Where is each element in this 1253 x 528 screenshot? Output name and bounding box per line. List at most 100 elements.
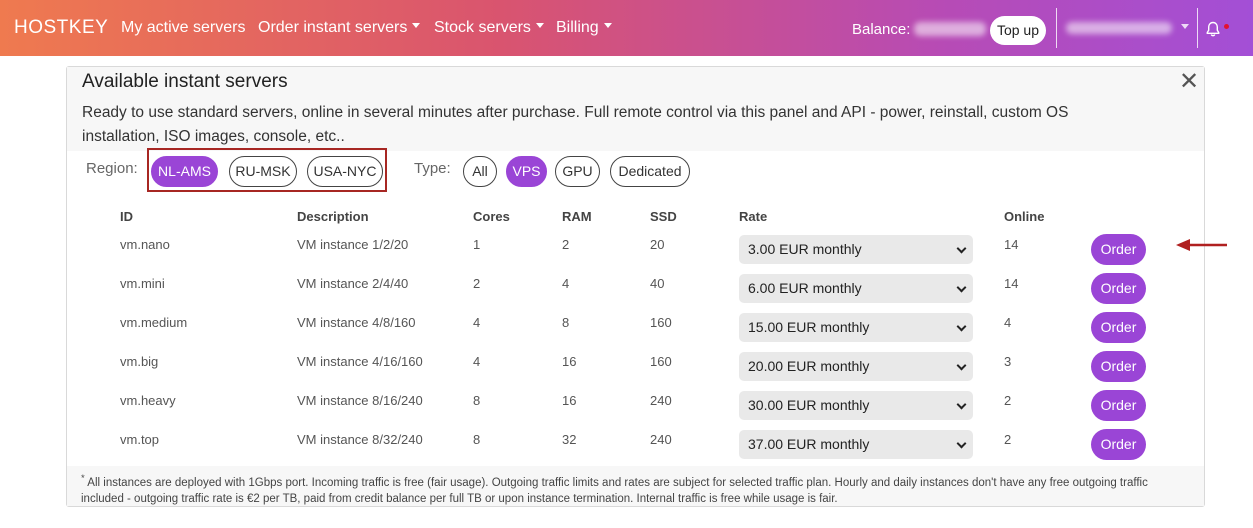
nav-item-label: Stock servers: [434, 19, 531, 36]
nav-billing[interactable]: Billing: [556, 19, 612, 37]
cell-id: vm.mini: [120, 276, 165, 291]
close-icon[interactable]: ✕: [1179, 68, 1200, 95]
type-pill-gpu[interactable]: GPU: [555, 156, 600, 187]
rate-select-value: 37.00 EUR monthly: [748, 436, 870, 452]
balance-label: Balance:: [852, 21, 911, 38]
cell-description: VM instance 8/32/240: [297, 432, 423, 447]
cell-description: VM instance 2/4/40: [297, 276, 409, 291]
rate-select[interactable]: 3.00 EUR monthly: [739, 235, 973, 264]
nav-order-instant-servers[interactable]: Order instant servers: [258, 19, 421, 37]
cell-online: 2: [1004, 432, 1012, 447]
col-header-rate: Rate: [739, 209, 768, 224]
region-pill-ru-msk[interactable]: RU-MSK: [229, 156, 297, 187]
cell-cores: 8: [473, 393, 481, 408]
footnote-mark: *: [81, 473, 85, 484]
footnote-text: * All instances are deployed with 1Gbps …: [81, 471, 1181, 507]
chevron-down-icon: [956, 360, 967, 371]
card-description: Ready to use standard servers, online in…: [82, 104, 1069, 145]
order-button[interactable]: Order: [1091, 390, 1146, 421]
cell-online: 3: [1004, 354, 1012, 369]
col-header-ram: RAM: [562, 209, 592, 224]
col-header-id: ID: [120, 209, 133, 224]
col-header-cores: Cores: [473, 209, 510, 224]
order-button[interactable]: Order: [1091, 234, 1146, 265]
nav-item-label: My active servers: [121, 19, 246, 36]
cell-cores: 4: [473, 315, 481, 330]
col-header-description: Description: [297, 209, 369, 224]
order-button[interactable]: Order: [1091, 312, 1146, 343]
nav-item-label: Billing: [556, 19, 599, 36]
top-navbar: HOSTKEY My active servers Order instant …: [0, 0, 1253, 56]
nav-divider: [1197, 8, 1198, 48]
order-button[interactable]: Order: [1091, 273, 1146, 304]
cell-cores: 1: [473, 237, 481, 252]
type-pill-vps[interactable]: VPS: [506, 156, 547, 187]
col-header-ssd: SSD: [650, 209, 677, 224]
rate-select[interactable]: 15.00 EUR monthly: [739, 313, 973, 342]
cell-id: vm.heavy: [120, 393, 176, 408]
chevron-down-icon: [603, 23, 612, 29]
type-label: Type:: [414, 160, 451, 177]
user-menu-redacted[interactable]: [1066, 22, 1172, 34]
rate-select[interactable]: 30.00 EUR monthly: [739, 391, 973, 420]
nav-divider: [1056, 8, 1057, 48]
chevron-down-icon: [956, 282, 967, 293]
cell-ssd: 160: [650, 315, 672, 330]
rate-select-value: 6.00 EUR monthly: [748, 280, 862, 296]
nav-stock-servers[interactable]: Stock servers: [434, 19, 544, 37]
region-pill-usa-nyc[interactable]: USA-NYC: [307, 156, 383, 187]
nav-item-label: Order instant servers: [258, 19, 408, 36]
chevron-down-icon[interactable]: [1181, 24, 1189, 29]
footnote-panel: * All instances are deployed with 1Gbps …: [67, 466, 1204, 506]
cell-description: VM instance 4/8/160: [297, 315, 416, 330]
chevron-down-icon: [956, 438, 967, 449]
cell-description: VM instance 8/16/240: [297, 393, 423, 408]
cell-ssd: 160: [650, 354, 672, 369]
order-button[interactable]: Order: [1091, 351, 1146, 382]
notification-dot: [1224, 24, 1229, 29]
cell-ram: 32: [562, 432, 577, 447]
cell-ram: 4: [562, 276, 570, 291]
cell-id: vm.top: [120, 432, 160, 447]
card-title: Available instant servers: [82, 71, 288, 92]
order-button[interactable]: Order: [1091, 429, 1146, 460]
bell-icon[interactable]: [1205, 21, 1221, 37]
cell-ram: 2: [562, 237, 570, 252]
region-label: Region:: [86, 160, 138, 177]
region-pill-nl-ams[interactable]: NL-AMS: [151, 156, 218, 187]
cell-cores: 8: [473, 432, 481, 447]
footnote-body: All instances are deployed with 1Gbps po…: [81, 476, 1148, 505]
cell-id: vm.big: [120, 354, 159, 369]
cell-online: 2: [1004, 393, 1012, 408]
type-pill-dedicated[interactable]: Dedicated: [610, 156, 690, 187]
topup-button[interactable]: Top up: [990, 16, 1046, 45]
cell-ram: 8: [562, 315, 570, 330]
cell-ssd: 240: [650, 432, 672, 447]
col-header-online: Online: [1004, 209, 1045, 224]
nav-my-active-servers[interactable]: My active servers: [121, 19, 245, 37]
cell-ssd: 40: [650, 276, 665, 291]
balance-value-redacted: [914, 22, 986, 36]
type-pill-all[interactable]: All: [463, 156, 497, 187]
card-header: Available instant servers ✕ Ready to use…: [67, 67, 1204, 151]
cell-ssd: 20: [650, 237, 665, 252]
brand-logo[interactable]: HOSTKEY: [14, 17, 109, 38]
cell-cores: 2: [473, 276, 481, 291]
cell-ssd: 240: [650, 393, 672, 408]
rate-select[interactable]: 37.00 EUR monthly: [739, 430, 973, 459]
rate-select[interactable]: 6.00 EUR monthly: [739, 274, 973, 303]
chevron-down-icon: [956, 321, 967, 332]
chevron-down-icon: [956, 399, 967, 410]
rate-select[interactable]: 20.00 EUR monthly: [739, 352, 973, 381]
cell-online: 4: [1004, 315, 1012, 330]
rate-select-value: 3.00 EUR monthly: [748, 241, 862, 257]
cell-id: vm.medium: [120, 315, 188, 330]
cell-id: vm.nano: [120, 237, 170, 252]
rate-select-value: 20.00 EUR monthly: [748, 358, 870, 374]
region-highlight-box: [147, 148, 387, 192]
cell-ram: 16: [562, 354, 577, 369]
cell-online: 14: [1004, 237, 1019, 252]
cell-cores: 4: [473, 354, 481, 369]
chevron-down-icon: [412, 23, 421, 29]
cell-description: VM instance 4/16/160: [297, 354, 423, 369]
